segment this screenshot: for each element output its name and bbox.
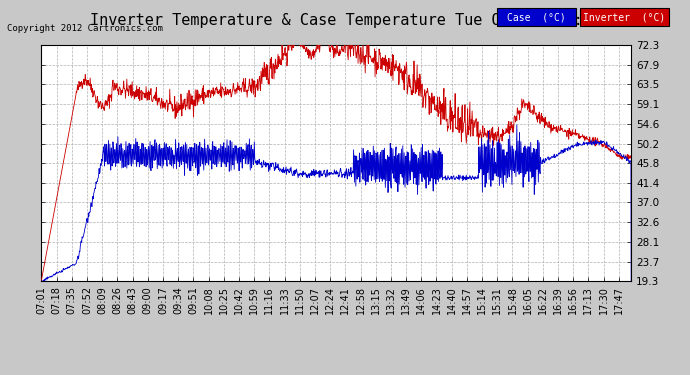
Text: Copyright 2012 Cartronics.com: Copyright 2012 Cartronics.com [7,24,163,33]
Text: Case  (°C): Case (°C) [506,12,566,22]
Text: Inverter Temperature & Case Temperature Tue Oct 16 18:01: Inverter Temperature & Case Temperature … [90,13,600,28]
Text: Inverter  (°C): Inverter (°C) [583,12,666,22]
